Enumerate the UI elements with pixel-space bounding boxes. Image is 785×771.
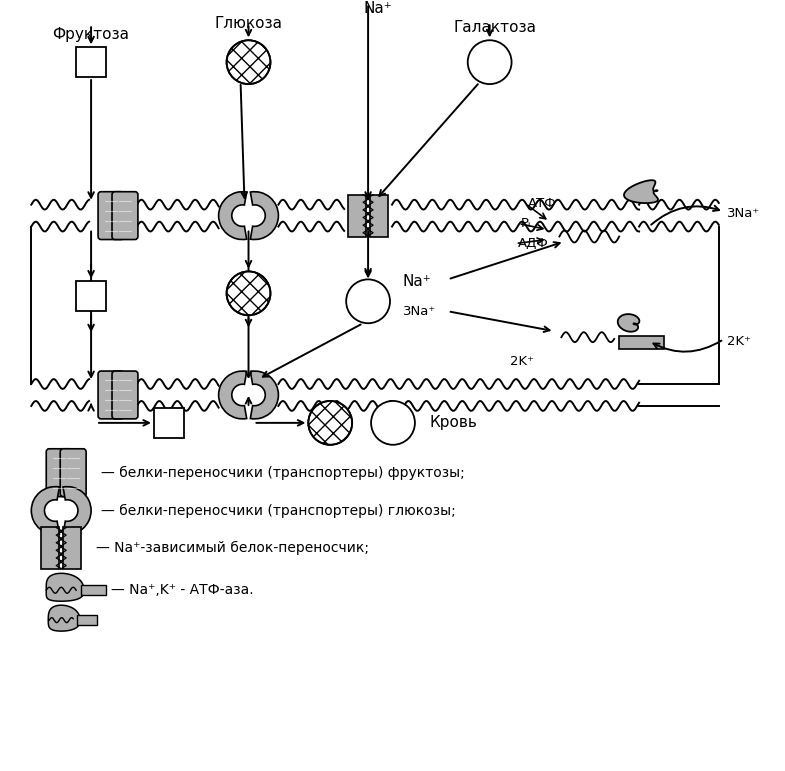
Bar: [42, 527, 59, 569]
FancyBboxPatch shape: [46, 449, 72, 497]
Wedge shape: [219, 371, 246, 419]
FancyBboxPatch shape: [98, 371, 124, 419]
Text: АТФ: АТФ: [528, 197, 556, 210]
Polygon shape: [46, 574, 84, 601]
Bar: [63, 527, 81, 569]
Wedge shape: [219, 192, 246, 240]
Circle shape: [346, 279, 390, 323]
Wedge shape: [31, 487, 60, 534]
Wedge shape: [250, 192, 279, 240]
Wedge shape: [250, 371, 279, 419]
Bar: [154, 408, 184, 438]
Text: Фруктоза: Фруктоза: [53, 27, 130, 42]
FancyBboxPatch shape: [60, 449, 86, 497]
Text: — белки-переносчики (транспортеры) глюкозы;: — белки-переносчики (транспортеры) глюко…: [101, 503, 456, 517]
Text: — Na⁺-зависимый белок-переносчик;: — Na⁺-зависимый белок-переносчик;: [96, 541, 369, 555]
Text: Pᵢ: Pᵢ: [520, 217, 531, 230]
Circle shape: [227, 271, 271, 315]
Polygon shape: [624, 180, 658, 203]
Text: 3Na⁺: 3Na⁺: [403, 305, 436, 318]
Text: Кровь: Кровь: [430, 416, 478, 430]
Polygon shape: [619, 336, 664, 349]
FancyBboxPatch shape: [112, 371, 138, 419]
Bar: [81, 585, 106, 595]
Text: Na⁺: Na⁺: [403, 274, 432, 289]
FancyBboxPatch shape: [112, 192, 138, 240]
Polygon shape: [48, 605, 80, 631]
Bar: [349, 195, 366, 237]
Text: — Na⁺,K⁺ - АТФ-аза.: — Na⁺,K⁺ - АТФ-аза.: [111, 583, 254, 598]
Polygon shape: [618, 314, 640, 332]
Circle shape: [309, 401, 352, 445]
Text: 2K⁺: 2K⁺: [509, 355, 534, 368]
Bar: [76, 281, 106, 311]
Circle shape: [371, 401, 415, 445]
Text: 3Na⁺: 3Na⁺: [727, 207, 760, 221]
Bar: [370, 195, 388, 237]
Text: Глюкоза: Глюкоза: [214, 16, 283, 32]
Circle shape: [227, 40, 271, 84]
Text: — белки-переносчики (транспортеры) фруктозы;: — белки-переносчики (транспортеры) фрукт…: [101, 466, 465, 480]
Wedge shape: [63, 487, 91, 534]
Circle shape: [468, 40, 512, 84]
Text: 2K⁺: 2K⁺: [727, 335, 750, 348]
Bar: [77, 615, 97, 625]
Text: АДФ: АДФ: [517, 237, 548, 250]
Text: Галактоза: Галактоза: [453, 20, 536, 35]
FancyBboxPatch shape: [98, 192, 124, 240]
Bar: [76, 47, 106, 77]
Text: Na⁺: Na⁺: [363, 2, 392, 16]
